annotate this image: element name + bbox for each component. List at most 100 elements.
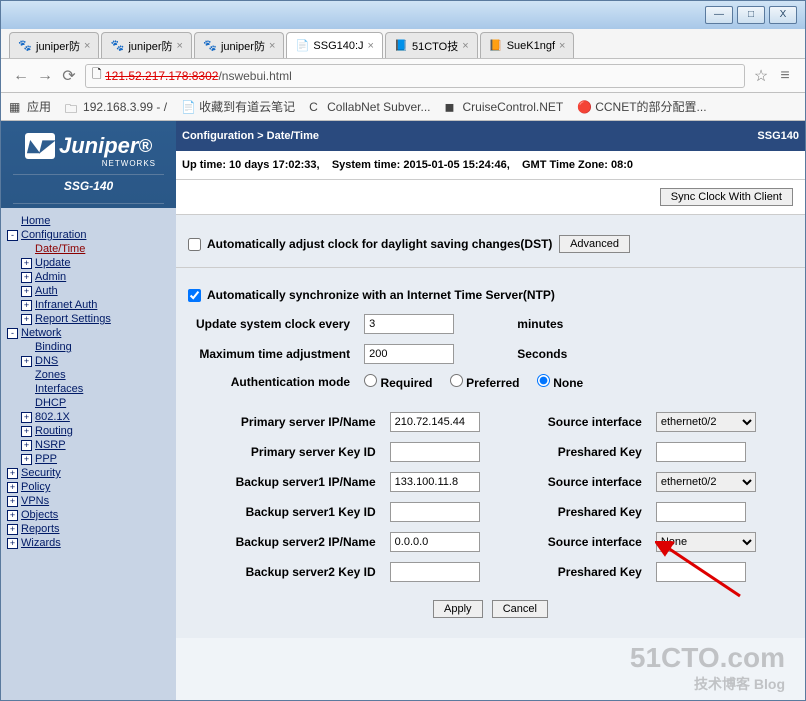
tree-toggle-icon[interactable]: + bbox=[21, 356, 32, 367]
nav-tree-item[interactable]: +802.1X bbox=[3, 410, 174, 424]
favicon-icon: 📙 bbox=[489, 39, 503, 53]
close-tab-icon[interactable]: × bbox=[559, 40, 565, 52]
bookmark-item[interactable]: 🗀192.168.3.99 - / bbox=[65, 100, 167, 114]
nav-tree-item[interactable]: +Admin bbox=[3, 270, 174, 284]
backup2-psk-input[interactable] bbox=[656, 562, 746, 582]
tree-toggle-icon[interactable]: + bbox=[21, 440, 32, 451]
backup1-ip-input[interactable] bbox=[390, 472, 480, 492]
primary-psk-input[interactable] bbox=[656, 442, 746, 462]
tree-toggle-icon[interactable]: + bbox=[21, 454, 32, 465]
nav-tree-item[interactable]: +NSRP bbox=[3, 438, 174, 452]
tree-toggle-icon[interactable]: - bbox=[7, 328, 18, 339]
reload-button[interactable]: ⟳ bbox=[57, 64, 81, 88]
backup1-psk-input[interactable] bbox=[656, 502, 746, 522]
nav-tree-item[interactable]: Binding bbox=[3, 340, 174, 354]
nav-tree-item[interactable]: Home bbox=[3, 214, 174, 228]
backup1-srcif-select[interactable]: ethernet0/2 bbox=[656, 472, 756, 492]
close-tab-icon[interactable]: × bbox=[462, 40, 468, 52]
bookmark-star-icon[interactable]: ☆ bbox=[749, 64, 773, 88]
browser-tab[interactable]: 📙SueK1ngf× bbox=[480, 32, 575, 58]
nav-tree-item[interactable]: -Configuration bbox=[3, 228, 174, 242]
tree-toggle-icon[interactable]: - bbox=[7, 230, 18, 241]
bookmark-item[interactable]: CCollabNet Subver... bbox=[309, 100, 430, 114]
tree-toggle-icon[interactable]: + bbox=[21, 412, 32, 423]
backup2-srcif-select[interactable]: None bbox=[656, 532, 756, 552]
tree-toggle-icon[interactable]: + bbox=[21, 426, 32, 437]
favicon-icon: 📄 bbox=[295, 39, 309, 53]
forward-button[interactable]: → bbox=[33, 64, 57, 88]
systime-label: System time: 2015-01-05 15:24:46, bbox=[332, 159, 510, 171]
backup2-srcif-label: Source interface bbox=[514, 528, 648, 556]
back-button[interactable]: ← bbox=[9, 64, 33, 88]
primary-keyid-input[interactable] bbox=[390, 442, 480, 462]
close-tab-icon[interactable]: × bbox=[368, 40, 374, 52]
backup2-keyid-input[interactable] bbox=[390, 562, 480, 582]
auth-none-radio[interactable] bbox=[537, 374, 550, 387]
backup2-ip-input[interactable] bbox=[390, 532, 480, 552]
sync-clock-button[interactable]: Sync Clock With Client bbox=[660, 188, 793, 206]
bookmark-item[interactable]: 🔴CCNET的部分配置... bbox=[577, 98, 706, 115]
browser-tab[interactable]: 🐾juniper防× bbox=[9, 32, 99, 58]
nav-tree-item[interactable]: Zones bbox=[3, 368, 174, 382]
apply-button[interactable]: Apply bbox=[433, 600, 483, 618]
nav-tree-item[interactable]: +DNS bbox=[3, 354, 174, 368]
nav-tree-item[interactable]: +Policy bbox=[3, 480, 174, 494]
tree-toggle-icon[interactable]: + bbox=[21, 272, 32, 283]
nav-tree-item[interactable]: +Objects bbox=[3, 508, 174, 522]
tree-toggle-icon[interactable]: + bbox=[21, 286, 32, 297]
browser-tab[interactable]: 🐾juniper防× bbox=[101, 32, 191, 58]
browser-tab[interactable]: 📘51CTO技× bbox=[385, 32, 478, 58]
nav-tree-item[interactable]: +Infranet Auth bbox=[3, 298, 174, 312]
backup1-keyid-input[interactable] bbox=[390, 502, 480, 522]
primary-ip-label: Primary server IP/Name bbox=[190, 408, 382, 436]
nav-tree-item[interactable]: +Wizards bbox=[3, 536, 174, 550]
browser-tab[interactable]: 🐾juniper防× bbox=[194, 32, 284, 58]
tree-toggle-icon[interactable]: + bbox=[21, 258, 32, 269]
nav-tree-item[interactable]: +Update bbox=[3, 256, 174, 270]
menu-icon[interactable]: ≡ bbox=[773, 64, 797, 88]
maxadj-input[interactable] bbox=[364, 344, 454, 364]
nav-tree-item[interactable]: +PPP bbox=[3, 452, 174, 466]
close-tab-icon[interactable]: × bbox=[84, 40, 90, 52]
nav-tree-item[interactable]: +Auth bbox=[3, 284, 174, 298]
browser-tab[interactable]: 📄SSG140:J× bbox=[286, 32, 383, 58]
nav-tree-item[interactable]: +VPNs bbox=[3, 494, 174, 508]
auth-required-radio[interactable] bbox=[364, 374, 377, 387]
primary-ip-input[interactable] bbox=[390, 412, 480, 432]
tree-toggle-icon[interactable]: + bbox=[7, 468, 18, 479]
maximize-button[interactable]: □ bbox=[737, 6, 765, 24]
nav-tree-item[interactable]: Interfaces bbox=[3, 382, 174, 396]
tree-toggle-icon[interactable]: + bbox=[7, 538, 18, 549]
auth-preferred-radio[interactable] bbox=[450, 374, 463, 387]
nav-tree-item[interactable]: +Reports bbox=[3, 522, 174, 536]
maxadj-unit: Seconds bbox=[511, 340, 603, 368]
minimize-button[interactable]: — bbox=[705, 6, 733, 24]
interval-input[interactable] bbox=[364, 314, 454, 334]
nav-tree-item[interactable]: DHCP bbox=[3, 396, 174, 410]
primary-srcif-label: Source interface bbox=[514, 408, 648, 436]
bookmark-item[interactable]: 📄收藏到有道云笔记 bbox=[181, 98, 295, 115]
nav-tree-item[interactable]: +Routing bbox=[3, 424, 174, 438]
bookmark-item[interactable]: ▦应用 bbox=[9, 98, 51, 115]
close-window-button[interactable]: X bbox=[769, 6, 797, 24]
nav-tree-item[interactable]: +Security bbox=[3, 466, 174, 480]
tree-toggle-icon[interactable]: + bbox=[7, 510, 18, 521]
dst-checkbox[interactable] bbox=[188, 238, 201, 251]
ntp-checkbox[interactable] bbox=[188, 289, 201, 302]
address-bar: ← → ⟳ 🗋 121.52.217.178:8302 /nswebui.htm… bbox=[1, 59, 805, 93]
tree-toggle-icon[interactable]: + bbox=[21, 314, 32, 325]
cancel-button[interactable]: Cancel bbox=[492, 600, 548, 618]
close-tab-icon[interactable]: × bbox=[177, 40, 183, 52]
tree-toggle-icon[interactable]: + bbox=[21, 300, 32, 311]
tree-toggle-icon[interactable]: + bbox=[7, 482, 18, 493]
nav-tree-item[interactable]: +Report Settings bbox=[3, 312, 174, 326]
nav-tree-item[interactable]: Date/Time bbox=[3, 242, 174, 256]
tree-toggle-icon[interactable]: + bbox=[7, 524, 18, 535]
nav-tree-item[interactable]: -Network bbox=[3, 326, 174, 340]
advanced-button[interactable]: Advanced bbox=[559, 235, 630, 253]
primary-srcif-select[interactable]: ethernet0/2 bbox=[656, 412, 756, 432]
close-tab-icon[interactable]: × bbox=[269, 40, 275, 52]
bookmark-item[interactable]: ◼CruiseControl.NET bbox=[445, 100, 564, 114]
url-input[interactable]: 🗋 121.52.217.178:8302 /nswebui.html bbox=[85, 64, 745, 88]
tree-toggle-icon[interactable]: + bbox=[7, 496, 18, 507]
